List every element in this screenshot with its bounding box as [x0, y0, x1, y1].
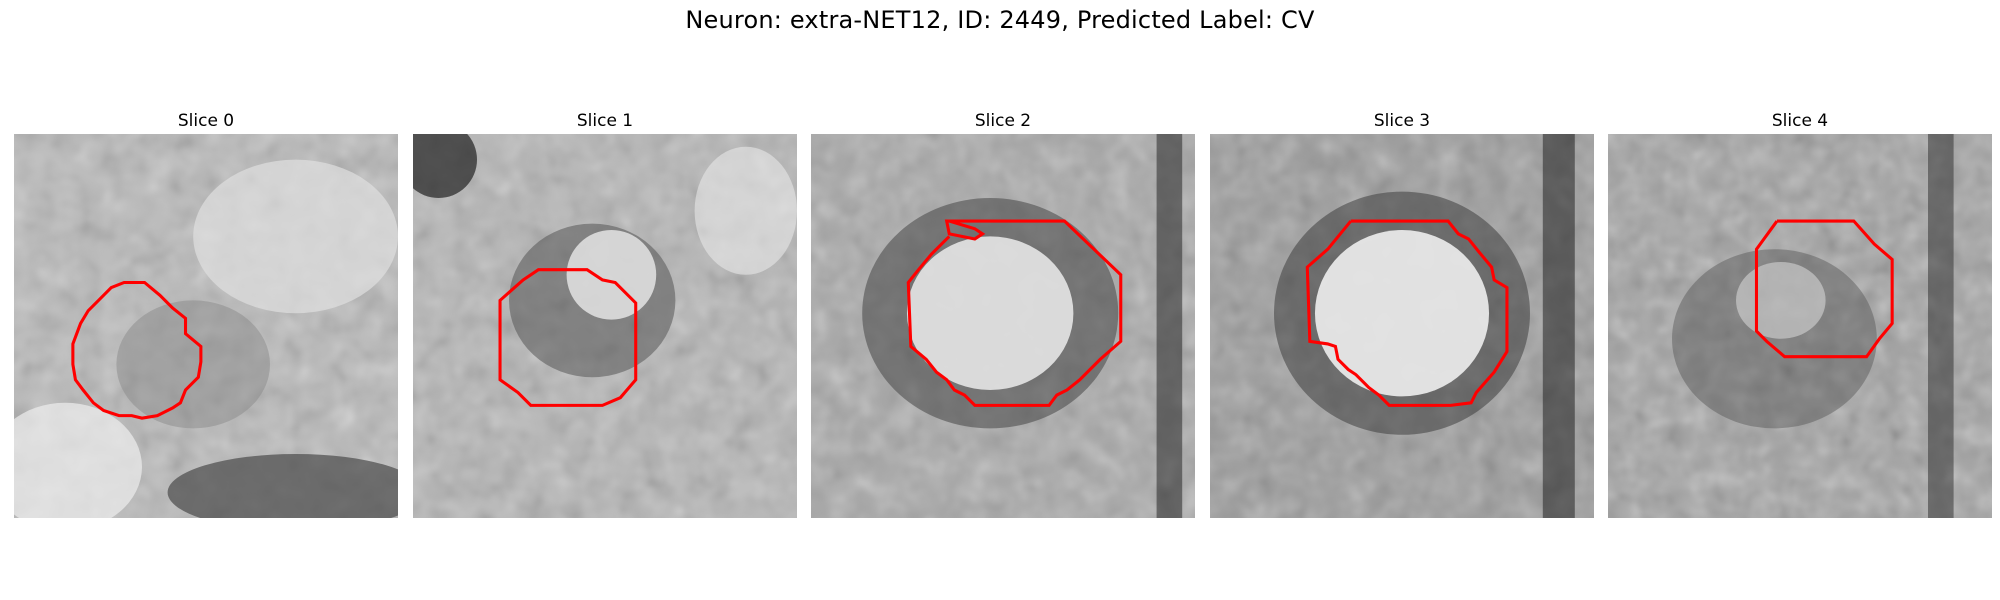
contour-2 — [906, 219, 1123, 407]
slice-panel-0: Slice 0 — [14, 108, 398, 518]
figure-title: Neuron: extra-NET12, ID: 2449, Predicted… — [685, 6, 1315, 34]
slice-panel-4: Slice 4 — [1608, 108, 1992, 518]
slice-image-4 — [1608, 134, 1992, 518]
slice-panel-3: Slice 3 — [1210, 108, 1594, 518]
slice-title-2: Slice 2 — [974, 111, 1032, 131]
slice-image-2 — [811, 134, 1195, 518]
contour-4 — [1754, 219, 1894, 359]
slice-image-1 — [413, 134, 797, 518]
contour-0 — [71, 280, 203, 420]
slice-title-0: Slice 0 — [177, 111, 235, 131]
slice-title-4: Slice 4 — [1771, 111, 1829, 131]
contour-3 — [1305, 219, 1509, 407]
slice-image-0 — [14, 134, 398, 518]
slice-panel-2: Slice 2 — [811, 108, 1195, 518]
slice-title-1: Slice 1 — [576, 111, 634, 131]
slice-image-3 — [1210, 134, 1594, 518]
slice-title-3: Slice 3 — [1373, 111, 1431, 131]
contour-1 — [498, 268, 638, 407]
slice-panel-1: Slice 1 — [413, 108, 797, 518]
